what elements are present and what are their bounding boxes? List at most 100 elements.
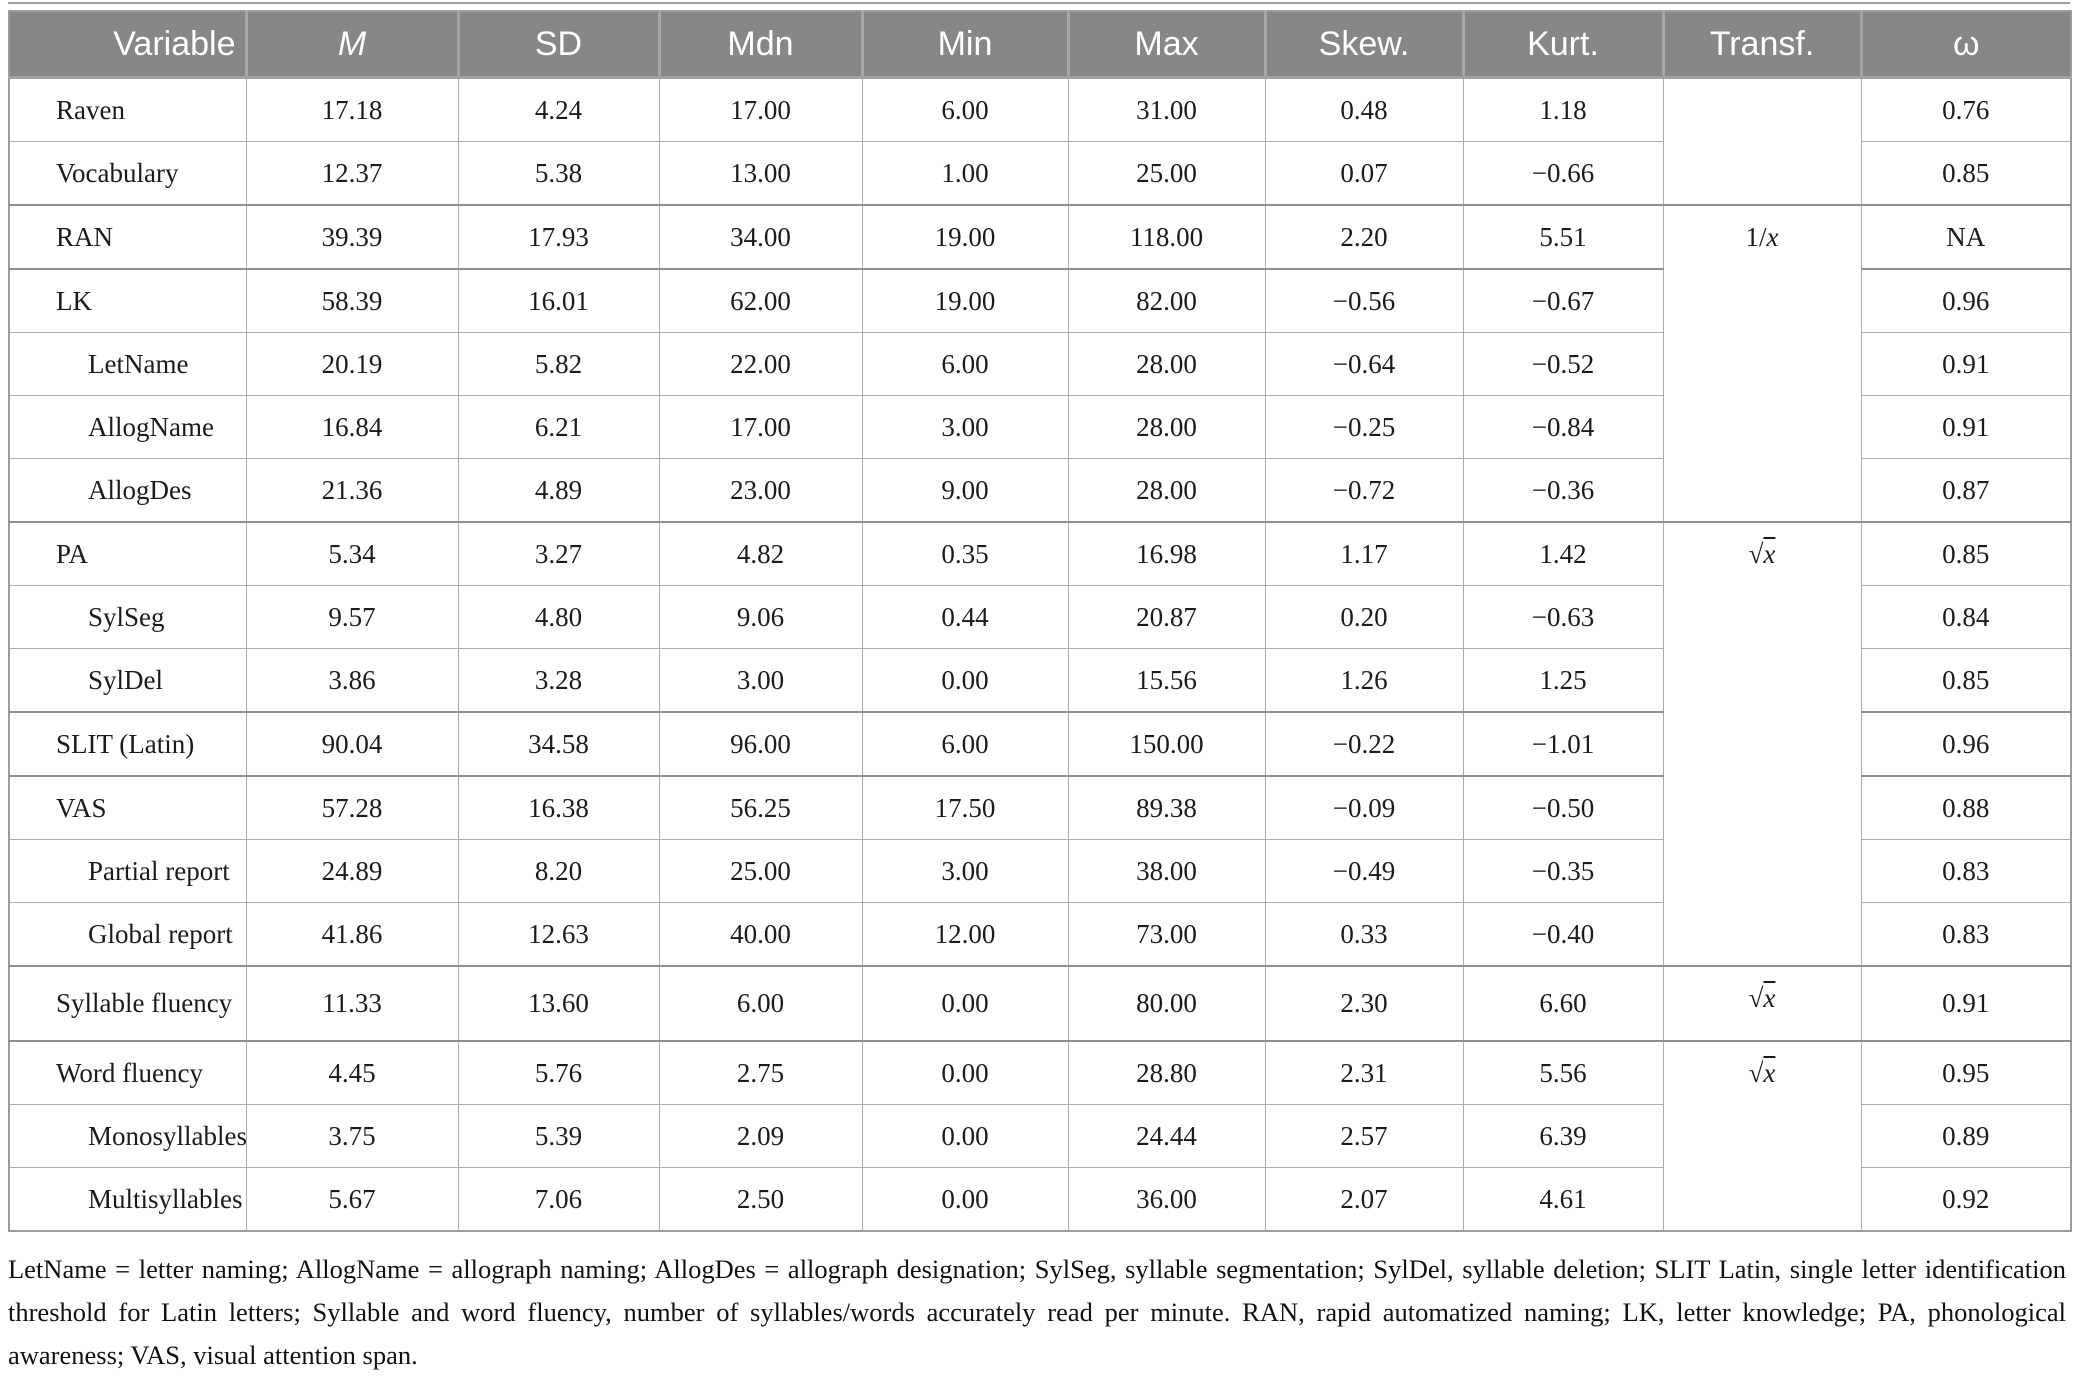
cell-median: 17.00 (658, 395, 863, 459)
cell-min: 0.00 (861, 965, 1069, 1042)
cell-mean: 12.37 (245, 141, 459, 206)
cell-kurtosis: −0.35 (1462, 839, 1664, 903)
cell-mean: 41.86 (245, 902, 459, 967)
col-header-max: Max (1066, 11, 1265, 79)
cell-median: 13.00 (658, 141, 863, 206)
cell-min: 0.44 (861, 585, 1069, 649)
table-row-word-fluency: Word fluency 4.45 5.76 2.75 0.00 28.80 2… (8, 1040, 2072, 1232)
cell-kurtosis: −0.40 (1462, 902, 1664, 967)
cell-kurtosis: −0.50 (1462, 775, 1664, 840)
cell-variable: Global report (8, 902, 247, 967)
cell-skewness: −0.09 (1264, 775, 1464, 840)
cell-kurtosis: 1.42 (1462, 521, 1664, 586)
cell-mean: 24.89 (245, 839, 459, 903)
cell-min: 0.00 (861, 1167, 1069, 1232)
cell-variable: Vocabulary (8, 141, 247, 206)
cell-skewness: −0.56 (1264, 268, 1464, 333)
cell-sd: 6.21 (457, 395, 660, 459)
cell-max: 31.00 (1067, 77, 1266, 142)
col-header-transformation: Transf. (1661, 11, 1861, 79)
cell-max: 38.00 (1067, 839, 1266, 903)
cell-median: 40.00 (658, 902, 863, 967)
cell-sd: 3.27 (457, 521, 660, 586)
cell-min: 0.00 (861, 648, 1069, 713)
table-row-vas: VAS 57.28 16.38 56.25 17.50 89.38 −0.09 … (8, 775, 2072, 840)
cell-min: 19.00 (861, 204, 1069, 270)
cell-mean: 90.04 (245, 711, 459, 777)
header-row: Variable M SD Mdn Min Max Skew. Kurt. Tr… (9, 11, 2071, 79)
cell-max: 89.38 (1067, 775, 1266, 840)
cell-mean: 17.18 (245, 77, 459, 142)
cell-sd: 8.20 (457, 839, 660, 903)
cell-skewness: 1.26 (1264, 648, 1464, 713)
cell-mean: 21.36 (245, 458, 459, 523)
cell-omega: 0.85 (1860, 141, 2072, 206)
cell-omega: 0.85 (1860, 521, 2072, 586)
table-row-sylseg: SylSeg 9.57 4.80 9.06 0.44 20.87 0.20 −0… (8, 585, 2072, 649)
cell-sd: 5.38 (457, 141, 660, 206)
cell-min: 6.00 (861, 77, 1069, 142)
cell-variable: PA (8, 521, 247, 586)
cell-skewness: −0.49 (1264, 839, 1464, 903)
table-row-partial-report: Partial report 24.89 8.20 25.00 3.00 38.… (8, 839, 2072, 903)
cell-skewness: 2.31 (1264, 1040, 1464, 1105)
table-row-global-report: Global report 41.86 12.63 40.00 12.00 73… (8, 902, 2072, 967)
cell-min: 3.00 (861, 395, 1069, 459)
cell-variable: AllogDes (8, 458, 247, 523)
cell-min: 12.00 (861, 902, 1069, 967)
cell-median: 96.00 (658, 711, 863, 777)
cell-variable: AllogName (8, 395, 247, 459)
cell-mean: 5.67 (245, 1167, 459, 1232)
cell-median: 2.50 (658, 1167, 863, 1232)
table-footnote: LetName = letter naming; AllogName = all… (8, 1254, 2066, 1370)
cell-kurtosis: 4.61 (1462, 1167, 1664, 1232)
cell-median: 22.00 (658, 332, 863, 396)
cell-skewness: 2.20 (1264, 204, 1464, 270)
cell-omega: 0.87 (1860, 458, 2072, 523)
cell-mean: 3.86 (245, 648, 459, 713)
cell-variable: VAS (8, 775, 247, 840)
cell-skewness: 2.57 (1264, 1104, 1464, 1168)
cell-skewness: 0.20 (1264, 585, 1464, 649)
cell-mean: 39.39 (245, 204, 459, 270)
cell-median: 2.09 (658, 1104, 863, 1168)
col-header-sd: SD (456, 11, 659, 79)
cell-median: 4.82 (658, 521, 863, 586)
cell-variable: Raven (8, 77, 247, 142)
cell-max: 28.00 (1067, 458, 1266, 523)
col-header-min: Min (860, 11, 1068, 79)
cell-min: 0.00 (861, 1040, 1069, 1105)
cell-skewness: −0.25 (1264, 395, 1464, 459)
cell-variable: SylDel (8, 648, 247, 713)
cell-sd: 5.39 (457, 1104, 660, 1168)
cell-kurtosis: −0.66 (1462, 141, 1664, 206)
cell-kurtosis: 5.56 (1462, 1040, 1664, 1105)
cell-kurtosis: 6.39 (1462, 1104, 1664, 1168)
cell-mean: 11.33 (245, 965, 459, 1042)
cell-max: 80.00 (1067, 965, 1266, 1042)
cell-omega: 0.85 (1860, 648, 2072, 713)
cell-sd: 12.63 (457, 902, 660, 967)
table-row-vocabulary: Vocabulary 12.37 5.38 13.00 1.00 25.00 0… (8, 141, 2072, 206)
table-row-slit-latin: SLIT (Latin) 90.04 34.58 96.00 6.00 150.… (8, 711, 2072, 777)
cell-kurtosis: 6.60 (1462, 965, 1664, 1042)
cell-skewness: 2.30 (1264, 965, 1464, 1042)
cell-max: 24.44 (1067, 1104, 1266, 1168)
cell-mean: 3.75 (245, 1104, 459, 1168)
cell-variable: Monosyllables (8, 1104, 247, 1168)
cell-skewness: 0.48 (1264, 77, 1464, 142)
table-row-ran: RAN 39.39 17.93 34.00 19.00 118.00 2.20 … (8, 204, 2072, 523)
cell-min: 3.00 (861, 839, 1069, 903)
cell-max: 118.00 (1067, 204, 1266, 270)
table-row-allogdes: AllogDes 21.36 4.89 23.00 9.00 28.00 −0.… (8, 458, 2072, 523)
cell-omega: 0.76 (1860, 77, 2072, 142)
cell-skewness: 1.17 (1264, 521, 1464, 586)
cell-omega: 0.83 (1860, 839, 2072, 903)
cell-median: 2.75 (658, 1040, 863, 1105)
cell-omega: 0.96 (1860, 268, 2072, 333)
cell-kurtosis: 1.25 (1462, 648, 1664, 713)
cell-median: 23.00 (658, 458, 863, 523)
cell-omega: 0.89 (1860, 1104, 2072, 1168)
cell-max: 16.98 (1067, 521, 1266, 586)
